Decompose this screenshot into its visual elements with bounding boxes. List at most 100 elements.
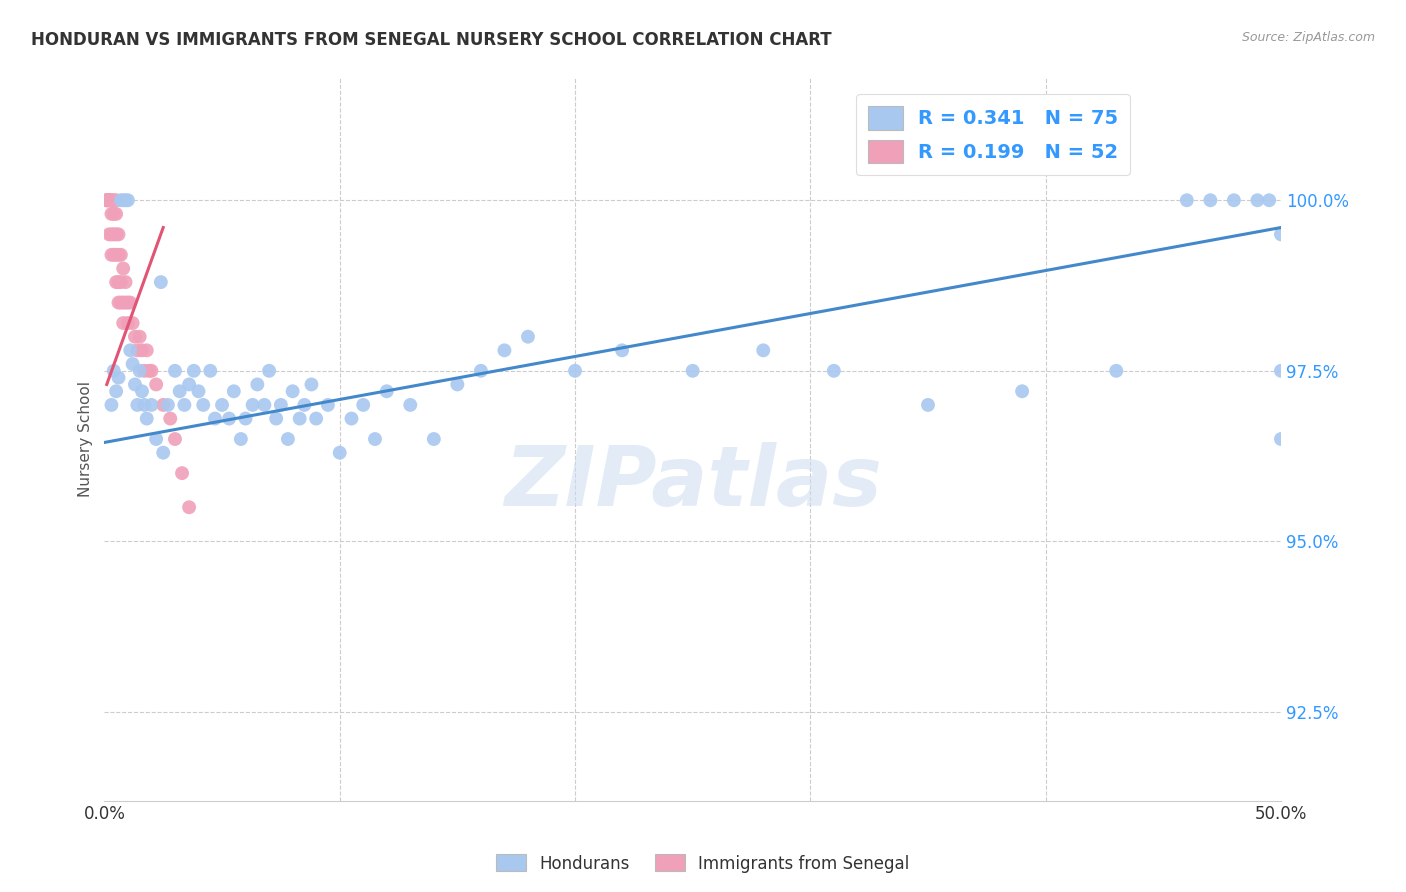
Point: [98, 193, 121, 207]
Text: ZIPatlas: ZIPatlas: [503, 442, 882, 523]
Point: [1223, 193, 1246, 207]
Text: HONDURAN VS IMMIGRANTS FROM SENEGAL NURSERY SCHOOL CORRELATION CHART: HONDURAN VS IMMIGRANTS FROM SENEGAL NURS…: [31, 31, 831, 49]
Point: [1011, 384, 1033, 399]
Point: [183, 364, 205, 378]
Point: [107, 370, 129, 384]
Point: [100, 227, 122, 242]
Point: [138, 364, 160, 378]
Point: [96, 193, 118, 207]
Legend: R = 0.341   N = 75, R = 0.199   N = 52: R = 0.341 N = 75, R = 0.199 N = 52: [856, 95, 1130, 175]
Point: [281, 384, 304, 399]
Point: [1199, 193, 1222, 207]
Point: [494, 343, 516, 358]
Point: [135, 343, 157, 358]
Point: [103, 227, 125, 242]
Point: [340, 411, 363, 425]
Point: [107, 227, 129, 242]
Point: [329, 445, 352, 459]
Point: [120, 295, 142, 310]
Point: [120, 343, 142, 358]
Point: [423, 432, 446, 446]
Point: [316, 398, 339, 412]
Point: [127, 398, 149, 412]
Point: [375, 384, 398, 399]
Point: [105, 384, 128, 399]
Point: [264, 411, 287, 425]
Point: [110, 275, 132, 289]
Point: [117, 295, 139, 310]
Point: [100, 248, 122, 262]
Point: [105, 227, 128, 242]
Point: [752, 343, 775, 358]
Point: [107, 248, 129, 262]
Point: [96, 193, 118, 207]
Point: [100, 193, 122, 207]
Point: [352, 398, 374, 412]
Point: [105, 248, 128, 262]
Point: [682, 364, 704, 378]
Point: [100, 207, 122, 221]
Point: [134, 364, 156, 378]
Point: [173, 398, 195, 412]
Point: [257, 364, 280, 378]
Point: [294, 398, 316, 412]
Point: [399, 398, 422, 412]
Point: [152, 398, 174, 412]
Point: [1246, 193, 1268, 207]
Point: [177, 500, 200, 515]
Point: [103, 193, 125, 207]
Point: [470, 364, 492, 378]
Point: [103, 364, 125, 378]
Point: [107, 295, 129, 310]
Point: [159, 411, 181, 425]
Point: [823, 364, 845, 378]
Point: [163, 432, 186, 446]
Point: [177, 377, 200, 392]
Point: [145, 377, 167, 392]
Point: [131, 343, 153, 358]
Point: [135, 411, 157, 425]
Point: [145, 432, 167, 446]
Point: [564, 364, 586, 378]
Point: [134, 398, 156, 412]
Point: [1258, 193, 1281, 207]
Point: [288, 411, 311, 425]
Point: [110, 193, 132, 207]
Point: [229, 432, 252, 446]
Point: [105, 207, 128, 221]
Point: [114, 275, 136, 289]
Point: [112, 295, 135, 310]
Point: [610, 343, 633, 358]
Point: [100, 193, 122, 207]
Point: [112, 316, 135, 330]
Point: [446, 377, 468, 392]
Point: [110, 295, 132, 310]
Point: [917, 398, 939, 412]
Point: [141, 398, 163, 412]
Point: [516, 329, 538, 343]
Point: [124, 377, 146, 392]
Point: [364, 432, 387, 446]
Point: [96, 193, 118, 207]
Legend: Hondurans, Immigrants from Senegal: Hondurans, Immigrants from Senegal: [489, 847, 917, 880]
Point: [103, 248, 125, 262]
Point: [107, 275, 129, 289]
Point: [246, 377, 269, 392]
Text: Source: ZipAtlas.com: Source: ZipAtlas.com: [1241, 31, 1375, 45]
Point: [98, 193, 121, 207]
Point: [193, 398, 215, 412]
Point: [117, 316, 139, 330]
Point: [152, 445, 174, 459]
Point: [128, 364, 150, 378]
Point: [169, 384, 191, 399]
Point: [277, 432, 299, 446]
Point: [149, 275, 172, 289]
Point: [98, 227, 121, 242]
Point: [141, 364, 163, 378]
Point: [114, 193, 136, 207]
Point: [218, 411, 240, 425]
Point: [121, 357, 143, 371]
Point: [1270, 432, 1292, 446]
Point: [1105, 364, 1128, 378]
Point: [105, 275, 128, 289]
